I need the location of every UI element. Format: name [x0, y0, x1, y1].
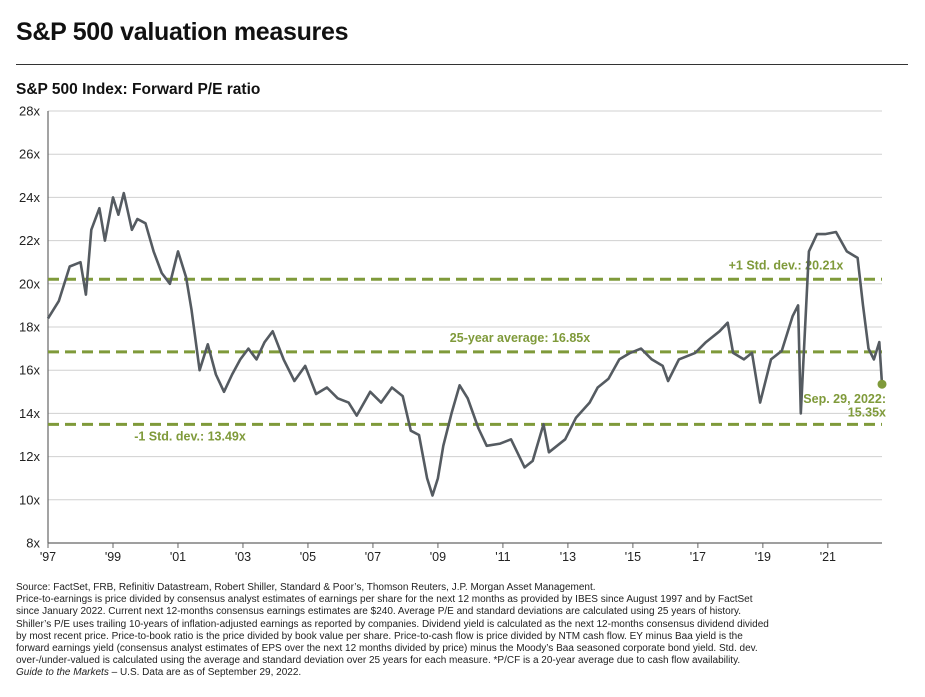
latest-point-marker: [877, 379, 887, 389]
annotations: Sep. 29, 2022:15.35x: [803, 379, 887, 420]
footnote-date: – U.S. Data are as of September 29, 2022…: [108, 667, 302, 679]
footnotes: Source: FactSet, FRB, Refinitiv Datastre…: [16, 582, 776, 680]
x-tick-label: '15: [625, 550, 641, 564]
x-tick-label: '21: [820, 550, 836, 564]
x-tick-label: '13: [560, 550, 576, 564]
reference-line-label: +1 Std. dev.: 20.21x: [729, 258, 844, 272]
footnote-source: Source: FactSet, FRB, Refinitiv Datastre…: [16, 582, 596, 593]
x-tick-label: '99: [105, 550, 121, 564]
y-tick-label: 12x: [19, 449, 40, 464]
gridlines: [47, 110, 882, 544]
y-axis-ticks: 8x 10x 12x 14x 16x 18x 20x 22x 24x 26x 28x: [19, 104, 40, 551]
x-tick-label: '03: [235, 550, 251, 564]
y-tick-label: 20x: [19, 276, 40, 291]
reference-line-label: -1 Std. dev.: 13.49x: [134, 429, 246, 443]
y-tick-label: 16x: [19, 363, 40, 378]
x-tick-label: '05: [300, 550, 316, 564]
footnote-body: Price-to-earnings is price divided by co…: [16, 594, 769, 667]
latest-point-label: Sep. 29, 2022:: [803, 392, 886, 406]
y-tick-label: 10x: [19, 492, 40, 507]
x-tick-label: '11: [495, 550, 510, 564]
y-tick-label: 8x: [26, 536, 40, 551]
series-line: [46, 191, 884, 497]
y-tick-label: 14x: [19, 406, 40, 421]
title-divider: [16, 64, 908, 65]
x-tick-label: '09: [430, 550, 446, 564]
y-tick-label: 24x: [19, 190, 40, 205]
x-tick-label: '01: [170, 550, 186, 564]
series-group: [46, 191, 884, 497]
x-tick-label: '07: [365, 550, 381, 564]
footnote-footer: Guide to the Markets – U.S. Data are as …: [16, 667, 776, 679]
x-tick-label: '19: [755, 550, 771, 564]
x-tick-label: '97: [40, 550, 56, 564]
x-axis-ticks: '97 '99 '01 '03 '05 '07 '09 '11 '13 '15 '17 '19 '21: [40, 543, 836, 564]
y-tick-label: 22x: [19, 233, 40, 248]
y-tick-label: 28x: [19, 104, 40, 119]
reference-lines: +1 Std. dev.: 20.21x 25-year average: 16.…: [48, 258, 882, 443]
chart-title: S&P 500 Index: Forward P/E ratio: [16, 81, 261, 98]
latest-point-label: 15.35x: [848, 406, 886, 420]
reference-line-label: 25-year average: 16.85x: [450, 331, 590, 345]
y-tick-label: 26x: [19, 147, 40, 162]
x-tick-label: '17: [690, 550, 706, 564]
page-title: S&P 500 valuation measures: [16, 18, 349, 46]
footnote-guide: Guide to the Markets: [16, 667, 109, 679]
y-tick-label: 18x: [19, 320, 40, 335]
